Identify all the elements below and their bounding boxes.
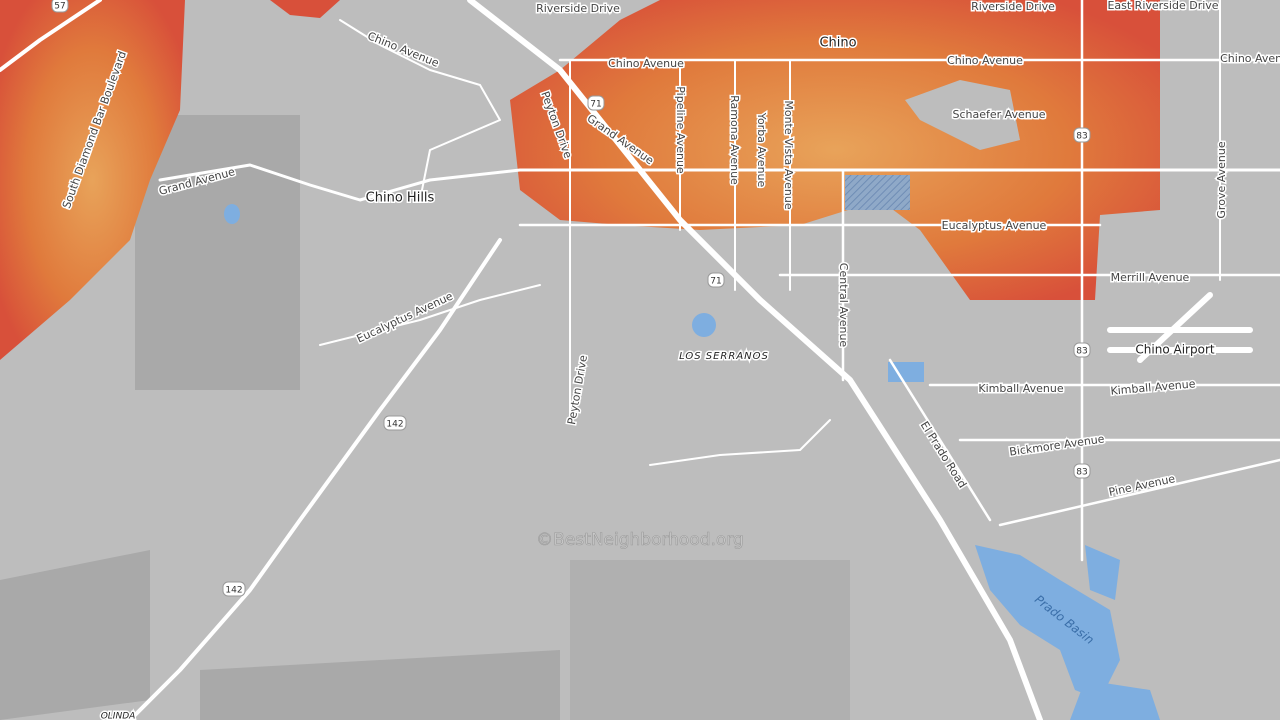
street-label: Pipeline Avenue — [674, 86, 687, 174]
shield-badge — [1073, 463, 1091, 479]
shield-label: 83 — [1076, 347, 1087, 357]
shield-label: 71 — [710, 277, 721, 287]
shield-badge — [587, 95, 605, 111]
place-label: Chino Hills — [366, 191, 435, 206]
shield-badge — [1073, 342, 1091, 358]
street-label: Chino Avenue — [608, 57, 684, 70]
shield-label: 142 — [225, 586, 242, 596]
shield-badge — [383, 415, 407, 431]
watermark: ©BestNeighborhood.org — [536, 530, 744, 550]
street-label: Riverside Drive — [971, 0, 1055, 13]
street-label: Merrill Avenue — [1111, 271, 1190, 284]
route-shield: 71 — [707, 272, 725, 288]
street-label: Monte Vista Avenue — [782, 100, 795, 209]
route-shield: 83 — [1073, 127, 1091, 143]
water — [224, 204, 1160, 720]
street-label: Kimball Avenue — [978, 382, 1063, 395]
street-label: Central Avenue — [837, 263, 850, 348]
route-shield: 83 — [1073, 463, 1091, 479]
place-label: OLINDA — [101, 712, 136, 720]
route-shields: 57 71 71 83 83 83 142 142 — [51, 0, 1091, 597]
shield-badge — [1073, 127, 1091, 143]
shield-badge — [51, 0, 69, 13]
shield-badge — [707, 272, 725, 288]
route-shield: 71 — [587, 95, 605, 111]
terrain — [0, 115, 850, 720]
airport-label: Chino Airport — [1135, 343, 1214, 357]
place-label: LOS SERRANOS — [679, 351, 769, 362]
route-shield: 57 — [51, 0, 69, 13]
street-label: Chino Avenue — [1220, 52, 1280, 65]
street-label: Eucalyptus Avenue — [942, 219, 1047, 232]
street-label: Yorba Avenue — [755, 112, 768, 188]
place-label: Chino — [819, 36, 856, 51]
route-shield: 83 — [1073, 342, 1091, 358]
street-label: Ramona Avenue — [728, 95, 741, 185]
route-shield: 142 — [383, 415, 407, 431]
route-shield: 142 — [222, 581, 246, 597]
street-label: Chino Avenue — [947, 54, 1023, 67]
street-label: Schaefer Avenue — [952, 108, 1045, 121]
street-label: Riverside Drive — [536, 2, 620, 15]
shield-label: 83 — [1076, 132, 1087, 142]
shield-label: 83 — [1076, 468, 1087, 478]
street-label: East Riverside Drive — [1107, 0, 1218, 12]
shield-label: 142 — [386, 420, 403, 430]
street-label: Grove Avenue — [1215, 141, 1228, 218]
shield-label: 57 — [54, 2, 65, 12]
shield-badge — [222, 581, 246, 597]
shield-label: 71 — [590, 100, 601, 110]
